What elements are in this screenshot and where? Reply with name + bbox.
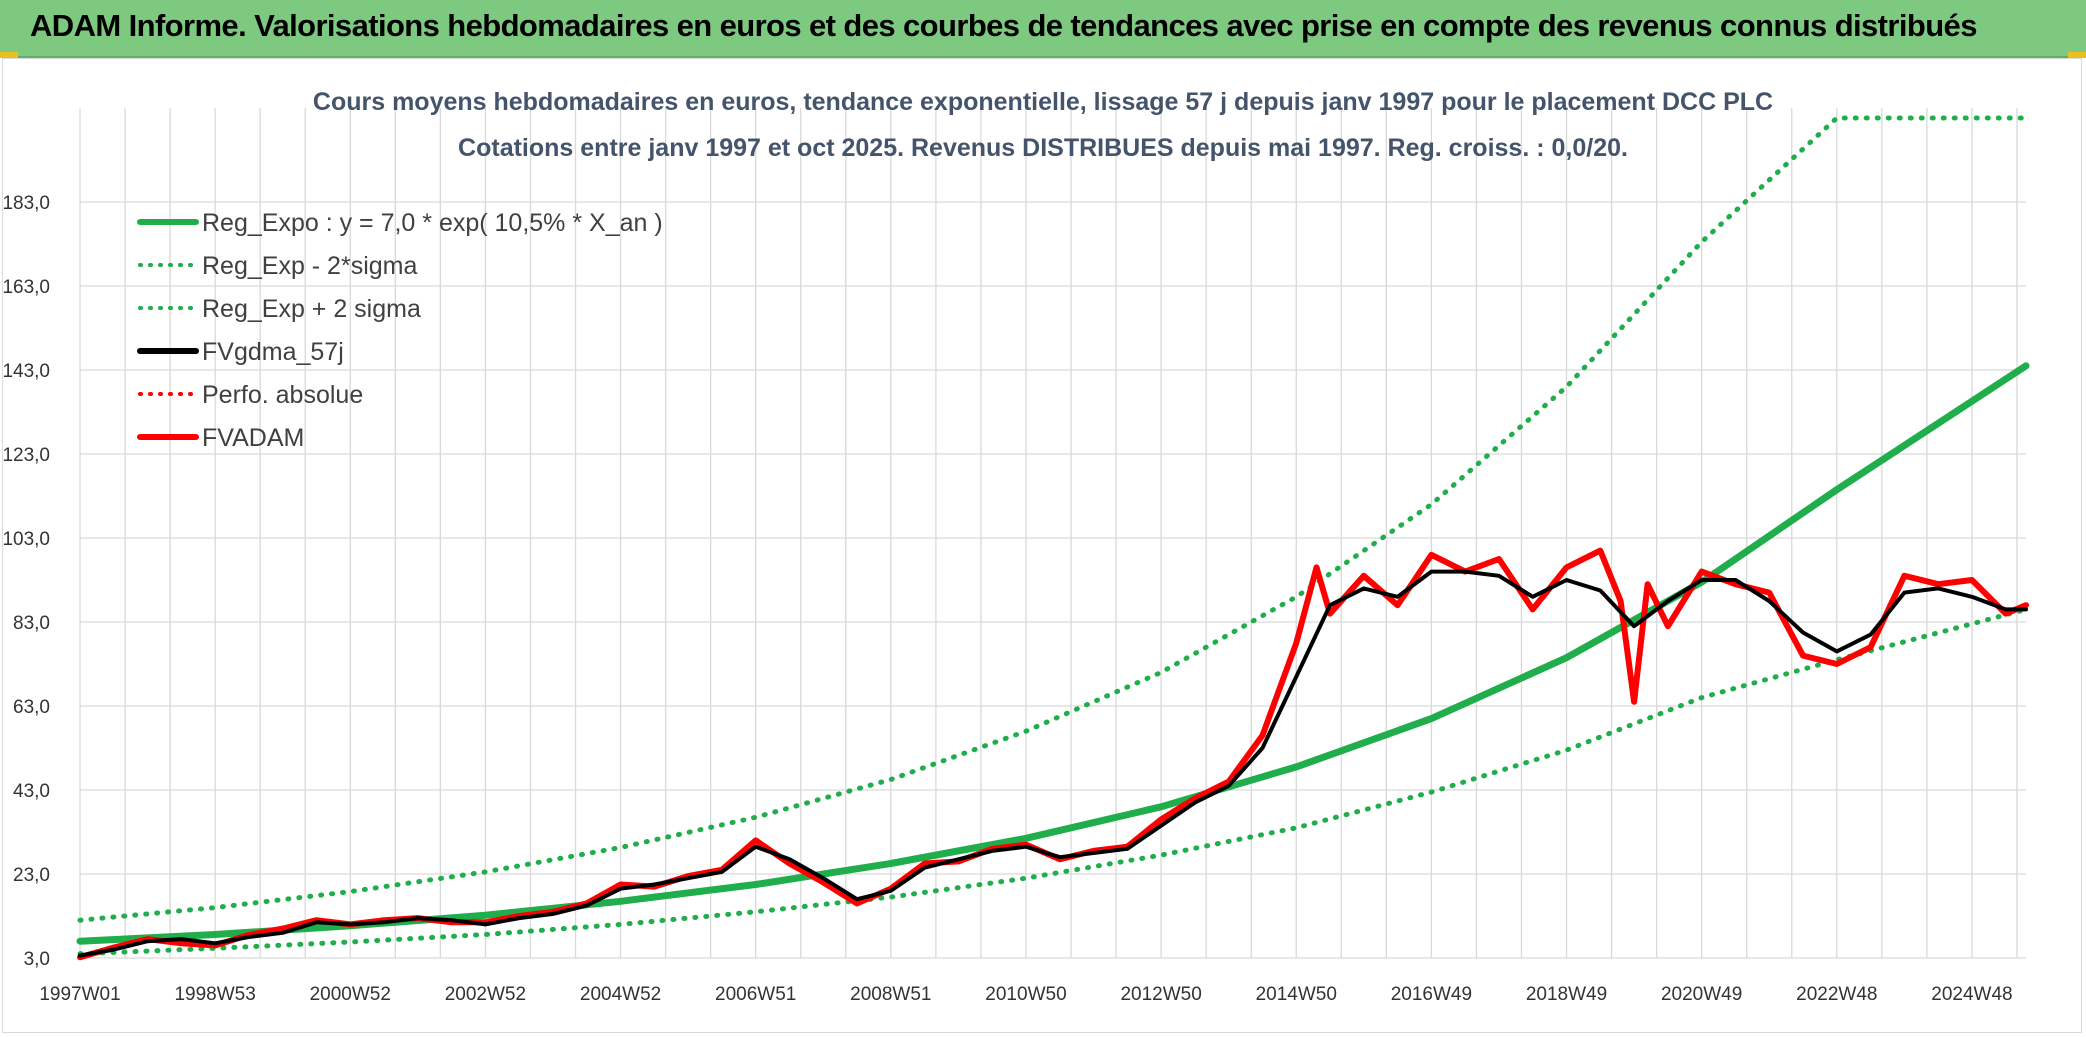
x-axis-ticks: 1997W01 1998W53 2000W52 2002W52 2004W52 2006W… bbox=[39, 984, 2012, 1005]
legend-label: Reg_Exp - 2*sigma bbox=[202, 252, 417, 280]
legend: Reg_Expo : y = 7,0 * exp( 10,5% * X_an )… bbox=[137, 209, 663, 452]
x-tick-label: 2024W48 bbox=[1931, 984, 2012, 1005]
x-tick-label: 2012W50 bbox=[1120, 984, 1201, 1005]
legend-label: FVADAM bbox=[202, 424, 304, 452]
x-tick-label: 1998W53 bbox=[174, 984, 255, 1005]
fvadam-line bbox=[77, 547, 2029, 961]
chart-frame bbox=[2, 58, 2082, 1033]
chart-subtitle-line1: Cours moyens hebdomadaires en euros, ten… bbox=[313, 88, 1773, 116]
x-tick-label: 2018W49 bbox=[1526, 984, 1607, 1005]
lower-band-line bbox=[77, 606, 2029, 957]
corner-marker-left bbox=[0, 52, 18, 58]
x-tick-label: 2006W51 bbox=[715, 984, 796, 1005]
y-tick-label: 183,0 bbox=[2, 193, 50, 214]
y-tick-label: 63,0 bbox=[13, 697, 50, 718]
x-tick-label: 2000W52 bbox=[310, 984, 391, 1005]
x-tick-label: 2004W52 bbox=[580, 984, 661, 1005]
x-tick-label: 2016W49 bbox=[1391, 984, 1472, 1005]
y-tick-label: 23,0 bbox=[13, 865, 50, 886]
y-tick-label: 3,0 bbox=[24, 949, 50, 970]
corner-marker-right bbox=[2068, 52, 2086, 58]
report-title: ADAM Informe. Valorisations hebdomadaire… bbox=[30, 8, 1977, 43]
y-tick-label: 163,0 bbox=[2, 277, 50, 298]
series-lines bbox=[76, 115, 2030, 961]
y-axis-ticks: 3,0 23,0 43,0 63,0 83,0 103,0 123,0 143,0 163,0 1… bbox=[2, 193, 50, 970]
x-tick-label: 2002W52 bbox=[445, 984, 526, 1005]
chart-subtitle-line2: Cotations entre janv 1997 et oct 2025. R… bbox=[458, 134, 1628, 162]
x-tick-label: 1997W01 bbox=[39, 984, 120, 1005]
y-tick-label: 103,0 bbox=[2, 529, 50, 550]
legend-label: Perfo. absolue bbox=[202, 381, 363, 409]
legend-label: Reg_Expo : y = 7,0 * exp( 10,5% * X_an ) bbox=[202, 209, 663, 237]
x-tick-label: 2020W49 bbox=[1661, 984, 1742, 1005]
upper-band-line bbox=[77, 115, 2029, 923]
x-tick-label: 2010W50 bbox=[985, 984, 1066, 1005]
y-tick-label: 143,0 bbox=[2, 361, 50, 382]
legend-label: Reg_Exp + 2 sigma bbox=[202, 295, 421, 323]
legend-label: FVgdma_57j bbox=[202, 338, 344, 366]
x-tick-label: 2008W51 bbox=[850, 984, 931, 1005]
x-tick-label: 2014W50 bbox=[1256, 984, 1337, 1005]
y-tick-label: 83,0 bbox=[13, 613, 50, 634]
y-tick-label: 43,0 bbox=[13, 781, 50, 802]
header-banner: ADAM Informe. Valorisations hebdomadaire… bbox=[0, 0, 2086, 58]
smoothed-line bbox=[78, 569, 2028, 958]
y-tick-label: 123,0 bbox=[2, 445, 50, 466]
gridlines bbox=[79, 108, 2026, 959]
x-tick-label: 2022W48 bbox=[1796, 984, 1877, 1005]
